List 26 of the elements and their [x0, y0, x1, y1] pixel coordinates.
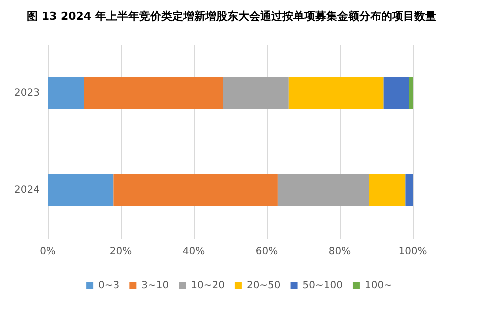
legend-label: 0~3: [98, 280, 120, 292]
bar: [48, 78, 84, 110]
y-tick-label: 2024: [14, 185, 40, 196]
legend-label: 100~: [364, 280, 392, 292]
bar: [409, 78, 413, 110]
bar: [114, 174, 278, 206]
bar: [84, 78, 224, 110]
chart-title: 图 13 2024 年上半年竞价类定增新增股东大会通过按单项募集金额分布的项目数量: [27, 10, 436, 23]
x-tick-label: 60%: [256, 246, 278, 258]
bar: [384, 78, 410, 110]
x-tick-label: 100%: [398, 246, 428, 258]
bar: [288, 78, 384, 110]
bar: [406, 174, 413, 206]
x-tick-label: 20%: [110, 246, 132, 258]
x-tick-label: 40%: [182, 246, 206, 258]
legend-label: 10~20: [191, 280, 225, 292]
bar: [48, 174, 114, 206]
legend-label: 20~50: [246, 280, 281, 292]
bar: [223, 78, 289, 110]
bar: [278, 174, 370, 206]
x-tick-label: 0%: [40, 246, 56, 258]
x-tick-label: 80%: [328, 246, 352, 258]
y-tick-label: 2023: [14, 88, 40, 99]
legend-label: 3~10: [142, 280, 170, 292]
bar: [369, 174, 406, 206]
legend-label: 50~100: [302, 280, 343, 292]
